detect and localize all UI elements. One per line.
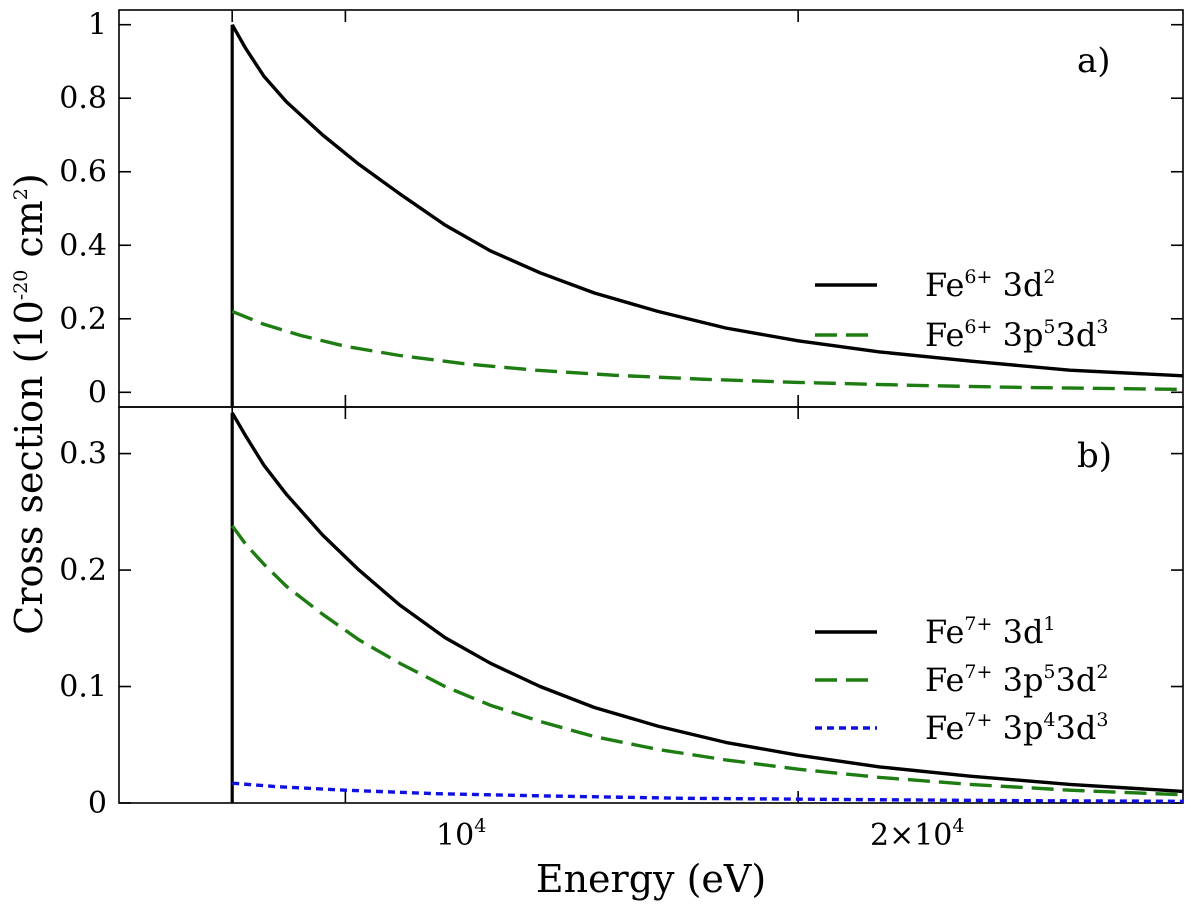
legend-occupancy: 2 xyxy=(1096,661,1108,683)
panel-b-ticks: 0 0.1 0.2 0.3 xyxy=(59,407,1183,821)
panel-b-legend-label-2: Fe7+ 3p53d2 xyxy=(925,661,1108,699)
panel-a-series xyxy=(230,23,1184,407)
legend-charge: 7+ xyxy=(964,613,992,635)
legend-occupancy: 5 xyxy=(1043,316,1055,338)
legend-orbital: 3d xyxy=(992,266,1043,304)
panel-a-series-line-2 xyxy=(231,309,1184,392)
legend-occupancy: 3 xyxy=(1096,316,1108,338)
y-axis-title-main: Cross section (10 xyxy=(7,300,51,635)
x-tick-label-1e4-exp: 4 xyxy=(474,815,486,837)
y-axis-title-unit: cm xyxy=(7,200,51,269)
legend-occupancy: 4 xyxy=(1043,709,1055,731)
legend-occupancy: 5 xyxy=(1043,661,1055,683)
y-axis-title-exp1: -20 xyxy=(10,270,32,301)
x-tick-label-1e4-base: 10 xyxy=(436,818,474,853)
legend-orbital: 3d xyxy=(1056,316,1097,354)
x-axis-title: Energy (eV) xyxy=(536,857,766,901)
legend-charge: 7+ xyxy=(964,709,992,731)
panel-b-y-tick-label: 0.1 xyxy=(59,670,107,705)
panel-b-label: b) xyxy=(1077,436,1112,476)
legend-charge: 6+ xyxy=(964,266,992,288)
legend-charge: 7+ xyxy=(964,661,992,683)
panel-b-legend-label-1: Fe7+ 3d1 xyxy=(925,613,1056,651)
panel-b-y-tick-label: 0.3 xyxy=(59,437,107,472)
panel-a-legend-label-1: Fe6+ 3d2 xyxy=(925,266,1056,304)
panel-a-y-tick-label: 1 xyxy=(88,8,107,43)
panel-b-legend-label-3: Fe7+ 3p43d3 xyxy=(925,709,1108,747)
panel-a-y-tick-label: 0.8 xyxy=(59,81,107,116)
legend-ion: Fe xyxy=(925,316,964,354)
legend-charge: 6+ xyxy=(964,316,992,338)
panel-b-frame xyxy=(118,406,1184,804)
legend-ion: Fe xyxy=(925,709,964,747)
y-axis-title-exp2: 2 xyxy=(10,188,32,200)
panel-b-series-line-2 xyxy=(230,524,1184,797)
legend-ion: Fe xyxy=(925,613,964,651)
legend-ion: Fe xyxy=(925,661,964,699)
legend-orbital: 3p xyxy=(992,709,1043,747)
legend-occupancy: 2 xyxy=(1043,266,1055,288)
panel-a-y-tick-label: 0.2 xyxy=(59,302,107,337)
x-tick-label-1e4: 104 xyxy=(436,815,486,853)
legend-orbital: 3d xyxy=(1056,709,1097,747)
panel-b-y-tick-label: 0.2 xyxy=(59,553,107,588)
panel-a-series-line-1 xyxy=(230,23,1184,378)
legend-orbital: 3p xyxy=(992,316,1043,354)
y-axis-title: Cross section (10-20 cm2) xyxy=(7,173,51,634)
panel-b-series-line-3 xyxy=(232,781,1184,803)
x-tick-label-2e4-base: 2×10 xyxy=(870,818,952,853)
legend-occupancy: 1 xyxy=(1043,613,1055,635)
y-axis-title-close: ) xyxy=(7,173,51,188)
panel-a-legend-label-2: Fe6+ 3p53d3 xyxy=(925,316,1108,354)
legend-orbital: 3d xyxy=(1056,661,1097,699)
legend-occupancy: 3 xyxy=(1096,709,1108,731)
legend-orbital: 3p xyxy=(992,661,1043,699)
panel-a-label: a) xyxy=(1077,41,1111,81)
panel-b-series-line-1 xyxy=(230,411,1184,794)
panel-a-y-tick-label: 0 xyxy=(88,375,107,410)
panel-b-y-tick-label: 0 xyxy=(88,786,107,821)
panel-a-y-tick-label: 0.4 xyxy=(59,228,107,263)
legend-orbital: 3d xyxy=(992,613,1043,651)
panel-a-ticks: 0 0.2 0.4 0.6 0.8 1 xyxy=(59,8,1183,410)
legend-ion: Fe xyxy=(925,266,964,304)
x-tick-label-2e4: 2×104 xyxy=(870,815,965,853)
panel-a-y-tick-label: 0.6 xyxy=(59,155,107,190)
x-tick-label-2e4-exp: 4 xyxy=(952,815,964,837)
panel-b-series xyxy=(230,411,1184,803)
